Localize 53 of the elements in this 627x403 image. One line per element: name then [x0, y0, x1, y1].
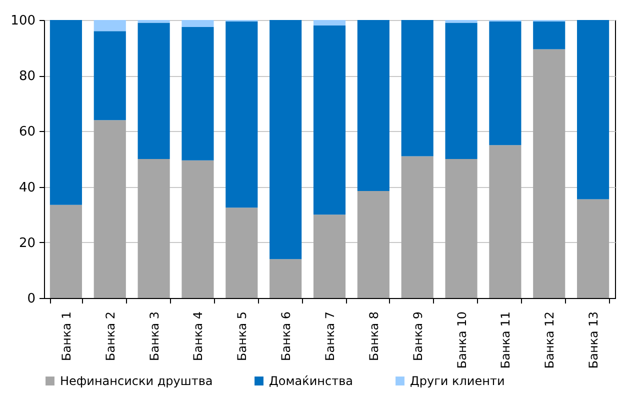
x-tick-label: Банка 1 [59, 312, 74, 361]
bar [50, 20, 82, 205]
bar [313, 214, 346, 298]
y-tick-label: 60 [18, 124, 36, 140]
bar [533, 49, 566, 298]
bar [138, 159, 170, 298]
legend-label: Други клиенти [410, 374, 505, 388]
bar [357, 190, 390, 298]
bar [445, 159, 478, 298]
bar [270, 20, 302, 260]
bar [489, 145, 522, 298]
y-tick-label: 0 [27, 292, 36, 306]
bar [533, 21, 566, 50]
bar [357, 20, 390, 191]
bar [138, 22, 170, 159]
bar [313, 20, 346, 26]
bar [94, 20, 126, 32]
bar [182, 160, 214, 298]
x-tick-label: Банка 12 [542, 312, 557, 369]
bar [182, 26, 214, 160]
x-tick-label: Банка 3 [147, 312, 162, 361]
legend-label: Нефинансиски друштва [60, 374, 213, 388]
x-tick-label: Банка 2 [103, 312, 118, 361]
y-tick-label: 20 [18, 236, 36, 251]
x-tick-label: Банка 8 [366, 312, 381, 361]
bar [226, 208, 258, 298]
y-tick-label: 80 [18, 69, 36, 84]
legend-label: Домаќинства [269, 374, 354, 388]
bar [226, 21, 258, 208]
bar [94, 31, 126, 120]
bar [489, 21, 522, 146]
bar [50, 204, 82, 298]
bar [313, 26, 346, 215]
x-tick-label: Банка 13 [586, 312, 601, 369]
bar [401, 156, 434, 298]
bar [270, 259, 302, 298]
x-tick-label: Банка 5 [235, 312, 250, 361]
y-tick-label: 40 [18, 180, 36, 196]
bar [577, 20, 610, 200]
x-tick-label: Банка 6 [279, 312, 294, 361]
bar [577, 199, 610, 298]
x-tick-label: Банка 7 [323, 312, 337, 361]
x-tick-label: Банка 11 [498, 312, 513, 369]
y-tick-label: 100 [10, 14, 36, 28]
bar [94, 120, 126, 298]
x-tick-label: Банка 10 [454, 312, 469, 369]
bar [445, 20, 478, 23]
bar [401, 20, 434, 156]
bar [445, 22, 478, 159]
bar [182, 20, 214, 27]
bar [138, 20, 170, 23]
x-tick-label: Банка 4 [191, 312, 206, 361]
x-tick-label: Банка 9 [410, 312, 425, 361]
